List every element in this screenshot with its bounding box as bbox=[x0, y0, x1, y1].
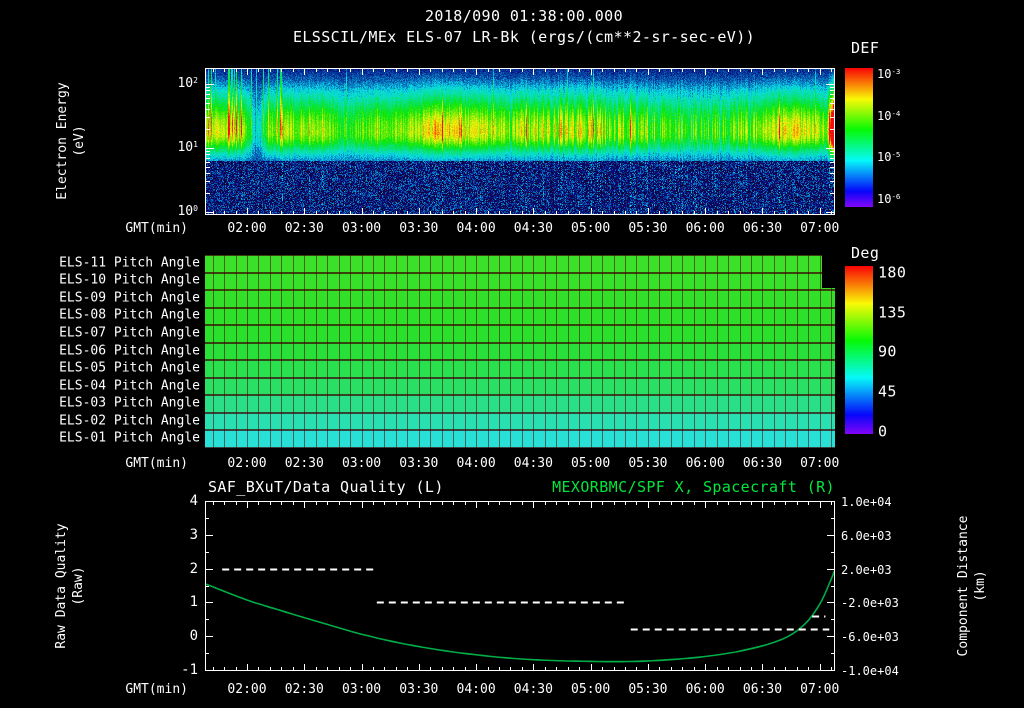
pitch-row-label: ELS-11 Pitch Angle bbox=[59, 255, 200, 271]
deg-colorbar-tick-label: 45 bbox=[878, 382, 897, 401]
gmt-axis-label: GMT(min) bbox=[125, 456, 188, 471]
lineplot-right-y-label-line2: (km) bbox=[973, 570, 988, 602]
lineplot-right-tick-label: 6.0e+03 bbox=[841, 528, 892, 543]
time-tick-label: 04:30 bbox=[513, 221, 553, 236]
def-colorbar-tick-label: 10-5 bbox=[877, 150, 901, 165]
time-tick-label: 05:00 bbox=[571, 221, 611, 236]
time-tick-label: 05:30 bbox=[628, 682, 668, 697]
deg-colorbar-tick-label: 135 bbox=[878, 302, 907, 321]
lineplot-right-tick-label: -2.0e+03 bbox=[841, 596, 899, 611]
time-tick-label: 05:30 bbox=[628, 456, 668, 471]
time-tick-label: 03:30 bbox=[399, 682, 439, 697]
time-tick-label: 06:30 bbox=[742, 221, 783, 236]
spectrogram-title: ELSSCIL/MEx ELS-07 LR-Bk (ergs/(cm**2-sr… bbox=[292, 28, 756, 46]
pitch-row-label: ELS-05 Pitch Angle bbox=[59, 360, 200, 376]
pitch-row-label: ELS-10 Pitch Angle bbox=[59, 272, 200, 288]
time-tick-label: 07:00 bbox=[800, 682, 840, 697]
lineplot-right-tick-label: 2.0e+03 bbox=[841, 562, 892, 577]
deg-colorbar-tick-label: 180 bbox=[878, 263, 907, 282]
lineplot-right-tick-label: -1.0e+04 bbox=[841, 664, 899, 679]
quality-spacecraft-lineplot bbox=[205, 501, 835, 671]
lineplot-left-tick-label: 2 bbox=[189, 560, 198, 577]
time-tick-label: 02:00 bbox=[227, 456, 267, 471]
pitch-row-label: ELS-01 Pitch Angle bbox=[59, 430, 200, 446]
time-tick-label: 06:00 bbox=[685, 221, 725, 236]
deg-colorbar-tick-label: 90 bbox=[878, 342, 897, 361]
pitch-angle-heatmap bbox=[205, 255, 835, 448]
lineplot-left-y-label-line1: Raw Data Quality bbox=[54, 523, 69, 649]
def-colorbar-tick-label: 10-6 bbox=[877, 191, 901, 206]
pitch-row-label: ELS-02 Pitch Angle bbox=[59, 413, 200, 429]
time-tick-label: 06:00 bbox=[685, 682, 725, 697]
time-tick-label: 03:30 bbox=[399, 456, 439, 471]
time-tick-label: 07:00 bbox=[800, 221, 840, 236]
time-tick-label: 03:00 bbox=[341, 221, 382, 236]
pitch-row-label: ELS-03 Pitch Angle bbox=[59, 395, 200, 411]
time-tick-label: 02:00 bbox=[227, 682, 267, 697]
time-axis-panel2: GMT(min) 02:00 02:30 03:00 03:30 04:00 04:30 05… bbox=[0, 456, 1024, 472]
spectrogram-y-axis-label: Electron Energy (eV) bbox=[54, 82, 88, 199]
page-title: 2018/090 01:38:00.000 bbox=[424, 7, 624, 25]
lineplot-right-y-label-line1: Component Distance bbox=[956, 515, 971, 657]
pitch-row-label: ELS-04 Pitch Angle bbox=[59, 378, 200, 394]
spectrogram-y-tick-label: 101 bbox=[177, 139, 198, 156]
time-tick-label: 04:00 bbox=[456, 682, 496, 697]
lineplot-left-title: SAF_BXuT/Data Quality (L) bbox=[208, 478, 444, 496]
pitch-row-label: ELS-09 Pitch Angle bbox=[59, 290, 200, 306]
gmt-axis-label: GMT(min) bbox=[125, 221, 188, 236]
time-tick-label: 07:00 bbox=[800, 456, 840, 471]
time-tick-label: 02:30 bbox=[284, 456, 324, 471]
time-axis-panel3: GMT(min) 02:00 02:30 03:00 03:30 04:00 04:30 05… bbox=[0, 682, 1024, 698]
time-tick-label: 04:00 bbox=[456, 456, 496, 471]
deg-colorbar-tick-label: 0 bbox=[878, 421, 888, 440]
lineplot-left-tick-label: 1 bbox=[189, 594, 198, 611]
time-tick-label: 04:30 bbox=[513, 456, 553, 471]
spectrogram-y-tick-label: 100 bbox=[177, 203, 198, 220]
lineplot-left-y-label-line2: (Raw) bbox=[71, 566, 86, 606]
lineplot-right-title: MEXORBMC/SPF X, Spacecraft (R) bbox=[552, 478, 835, 496]
pitch-row-label: ELS-06 Pitch Angle bbox=[59, 343, 200, 359]
lineplot-left-tick-label: -1 bbox=[181, 661, 198, 678]
time-tick-label: 04:00 bbox=[456, 221, 496, 236]
lineplot-left-tick-label: 4 bbox=[189, 492, 198, 509]
time-tick-label: 02:30 bbox=[284, 221, 324, 236]
time-tick-label: 05:30 bbox=[628, 221, 668, 236]
time-tick-label: 02:00 bbox=[227, 221, 267, 236]
gmt-axis-label: GMT(min) bbox=[125, 682, 188, 697]
time-tick-label: 03:00 bbox=[341, 456, 382, 471]
time-tick-label: 05:00 bbox=[571, 682, 611, 697]
electron-energy-spectrogram bbox=[205, 68, 835, 215]
time-tick-label: 06:00 bbox=[685, 456, 725, 471]
time-tick-label: 04:30 bbox=[513, 682, 553, 697]
time-tick-label: 06:30 bbox=[742, 682, 783, 697]
spectrogram-y-axis-label-line2: (eV) bbox=[72, 125, 87, 157]
def-colorbar-tick-label: 10-4 bbox=[877, 108, 901, 123]
lineplot-right-y-label: Component Distance (km) bbox=[955, 516, 989, 657]
spectrogram-y-axis-label-line1: Electron Energy bbox=[55, 82, 70, 200]
time-axis-panel1: GMT(min) 02:00 02:30 03:00 03:30 04:00 04:30 05… bbox=[0, 221, 1024, 237]
deg-colorbar bbox=[845, 266, 873, 434]
time-tick-label: 06:30 bbox=[742, 456, 783, 471]
lineplot-left-y-label: Raw Data Quality (Raw) bbox=[53, 523, 87, 648]
time-tick-label: 03:30 bbox=[399, 221, 439, 236]
deg-colorbar-title: Deg bbox=[851, 244, 880, 262]
lineplot-left-tick-label: 0 bbox=[189, 628, 198, 645]
lineplot-right-tick-label: -6.0e+03 bbox=[841, 630, 899, 645]
def-colorbar bbox=[845, 68, 873, 207]
def-colorbar-tick-label: 10-3 bbox=[877, 67, 901, 82]
time-tick-label: 05:00 bbox=[571, 456, 611, 471]
def-colorbar-title: DEF bbox=[851, 39, 880, 57]
pitch-row-label: ELS-08 Pitch Angle bbox=[59, 307, 200, 323]
spectrogram-y-tick-label: 102 bbox=[177, 75, 198, 92]
lineplot-right-tick-label: 1.0e+04 bbox=[841, 495, 892, 510]
lineplot-left-tick-label: 3 bbox=[189, 526, 198, 543]
time-tick-label: 03:00 bbox=[341, 682, 382, 697]
time-tick-label: 02:30 bbox=[284, 682, 324, 697]
pitch-row-label: ELS-07 Pitch Angle bbox=[59, 325, 200, 341]
